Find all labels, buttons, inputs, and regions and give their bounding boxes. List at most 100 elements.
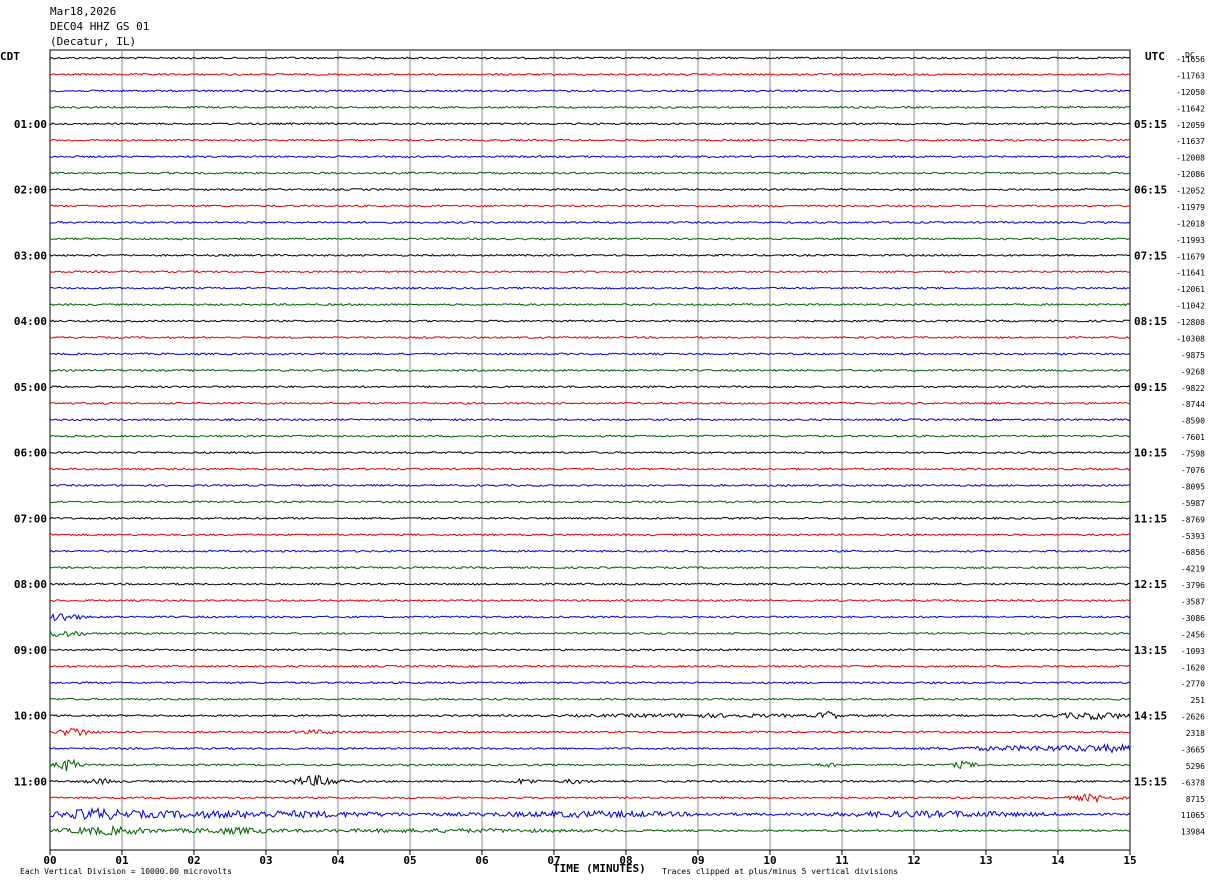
seismic-trace	[49, 418, 1131, 422]
seismic-trace	[49, 664, 1131, 668]
dc-offset-label: -8590	[1181, 417, 1205, 426]
left-time-label: 06:00	[14, 447, 47, 460]
seismic-trace	[49, 516, 1131, 520]
left-time-label: 03:00	[14, 249, 47, 262]
dc-offset-label: 13984	[1181, 828, 1205, 837]
x-tick-label: 00	[43, 854, 56, 867]
seismic-trace	[49, 303, 1131, 307]
dc-offset-label: 8715	[1186, 795, 1205, 804]
footer-clip-note: Traces clipped at plus/minus 5 vertical …	[662, 867, 899, 876]
seismic-trace	[49, 483, 1131, 488]
seismic-trace	[49, 758, 1131, 772]
dc-offset-label: -11763	[1176, 71, 1205, 80]
seismic-trace	[49, 171, 1131, 175]
seismic-trace	[49, 630, 1131, 638]
seismic-trace	[49, 319, 1131, 323]
dc-offset-label: 251	[1191, 696, 1206, 705]
seismic-trace	[49, 89, 1131, 93]
seismic-trace	[49, 187, 1131, 192]
dc-offset-label: -8744	[1181, 400, 1205, 409]
x-tick-label: 07	[547, 854, 560, 867]
x-tick-label: 05	[403, 854, 416, 867]
seismic-trace	[49, 648, 1131, 652]
left-time-label: 07:00	[14, 512, 47, 525]
dc-offset-label: -2626	[1181, 713, 1205, 722]
seismic-trace	[49, 401, 1131, 405]
plot-frame	[49, 49, 1131, 851]
x-tick-label: 01	[115, 854, 129, 867]
seismic-trace	[49, 154, 1131, 159]
left-time-label: 09:00	[14, 644, 47, 657]
dc-offset-label: -6378	[1181, 778, 1205, 787]
x-tick-label: 04	[331, 854, 345, 867]
seismic-trace	[49, 286, 1131, 290]
dc-offset-label: 2318	[1186, 729, 1205, 738]
seismic-trace	[49, 122, 1131, 126]
seismic-trace	[49, 710, 1131, 721]
seismic-trace	[49, 368, 1131, 373]
right-time-label: 11:15	[1134, 512, 1167, 525]
right-time-label: 12:15	[1134, 578, 1167, 591]
dc-offset-label: 11065	[1181, 811, 1205, 820]
seismic-trace	[49, 270, 1131, 274]
x-tick-label: 14	[1051, 854, 1065, 867]
dc-offset-label: -12059	[1176, 121, 1205, 130]
dc-offset-label: -1093	[1181, 647, 1205, 656]
seismic-trace	[49, 806, 1131, 821]
dc-offset-label: -3086	[1181, 614, 1205, 623]
dc-offset-label: -7076	[1181, 466, 1205, 475]
left-timezone: CDT	[0, 50, 20, 63]
seismic-trace	[49, 253, 1131, 257]
header-date: Mar18,2026	[50, 5, 117, 18]
x-tick-label: 12	[907, 854, 920, 867]
seismic-trace	[49, 72, 1131, 76]
seismic-trace	[49, 824, 1131, 837]
left-time-label: 04:00	[14, 315, 47, 328]
seismic-trace	[49, 352, 1131, 356]
seismic-trace	[49, 204, 1131, 208]
seismic-trace	[49, 237, 1131, 241]
dc-offset-label: -7601	[1181, 433, 1205, 442]
right-timezone: UTC	[1145, 50, 1165, 63]
seismic-trace	[49, 727, 1131, 737]
dc-offset-label: 5296	[1186, 762, 1205, 771]
seismic-trace	[49, 582, 1130, 586]
header-location: (Decatur, IL)	[50, 35, 137, 48]
seismic-trace	[49, 220, 1131, 224]
dc-offset-label: -10308	[1176, 334, 1205, 343]
seismic-trace	[49, 681, 1131, 685]
x-tick-label: 15	[1123, 854, 1136, 867]
right-time-label: 10:15	[1134, 447, 1167, 460]
dc-offset-label: -9875	[1181, 351, 1205, 360]
dc-offset-label: -3587	[1181, 598, 1205, 607]
right-time-label: 13:15	[1134, 644, 1167, 657]
dc-offset-label: -3796	[1181, 581, 1205, 590]
dc-offset-label: -2770	[1181, 680, 1205, 689]
dc-offset-label: -11993	[1176, 236, 1205, 245]
dc-offset-label: -6856	[1181, 548, 1205, 557]
dc-offset-label: -11637	[1176, 137, 1205, 146]
right-time-label: 09:15	[1134, 381, 1167, 394]
dc-offset-label: -12052	[1176, 187, 1205, 196]
seismic-trace	[49, 613, 1131, 622]
dc-header: DC	[1185, 51, 1195, 60]
seismic-trace	[49, 697, 1131, 701]
seismic-trace	[49, 434, 1131, 438]
seismic-trace	[49, 56, 1131, 60]
dc-offset-label: -2456	[1181, 630, 1205, 639]
left-time-label: 02:00	[14, 184, 47, 197]
seismic-trace	[49, 500, 1131, 504]
seismic-trace	[50, 598, 1131, 603]
dc-offset-label: -9822	[1181, 384, 1205, 393]
dc-offset-label: -12050	[1176, 88, 1205, 97]
seismic-trace	[49, 335, 1131, 340]
header-station: DEC04 HHZ GS 01	[50, 20, 150, 33]
dc-offset-label: -8769	[1181, 515, 1205, 524]
footer-scale-note: Each Vertical Division = 10000.00 microv…	[20, 867, 232, 876]
right-time-label: 15:15	[1134, 775, 1167, 788]
right-time-label: 07:15	[1134, 249, 1167, 262]
seismic-trace	[49, 549, 1131, 553]
dc-offset-label: -12086	[1176, 170, 1205, 179]
seismic-trace	[49, 138, 1131, 142]
